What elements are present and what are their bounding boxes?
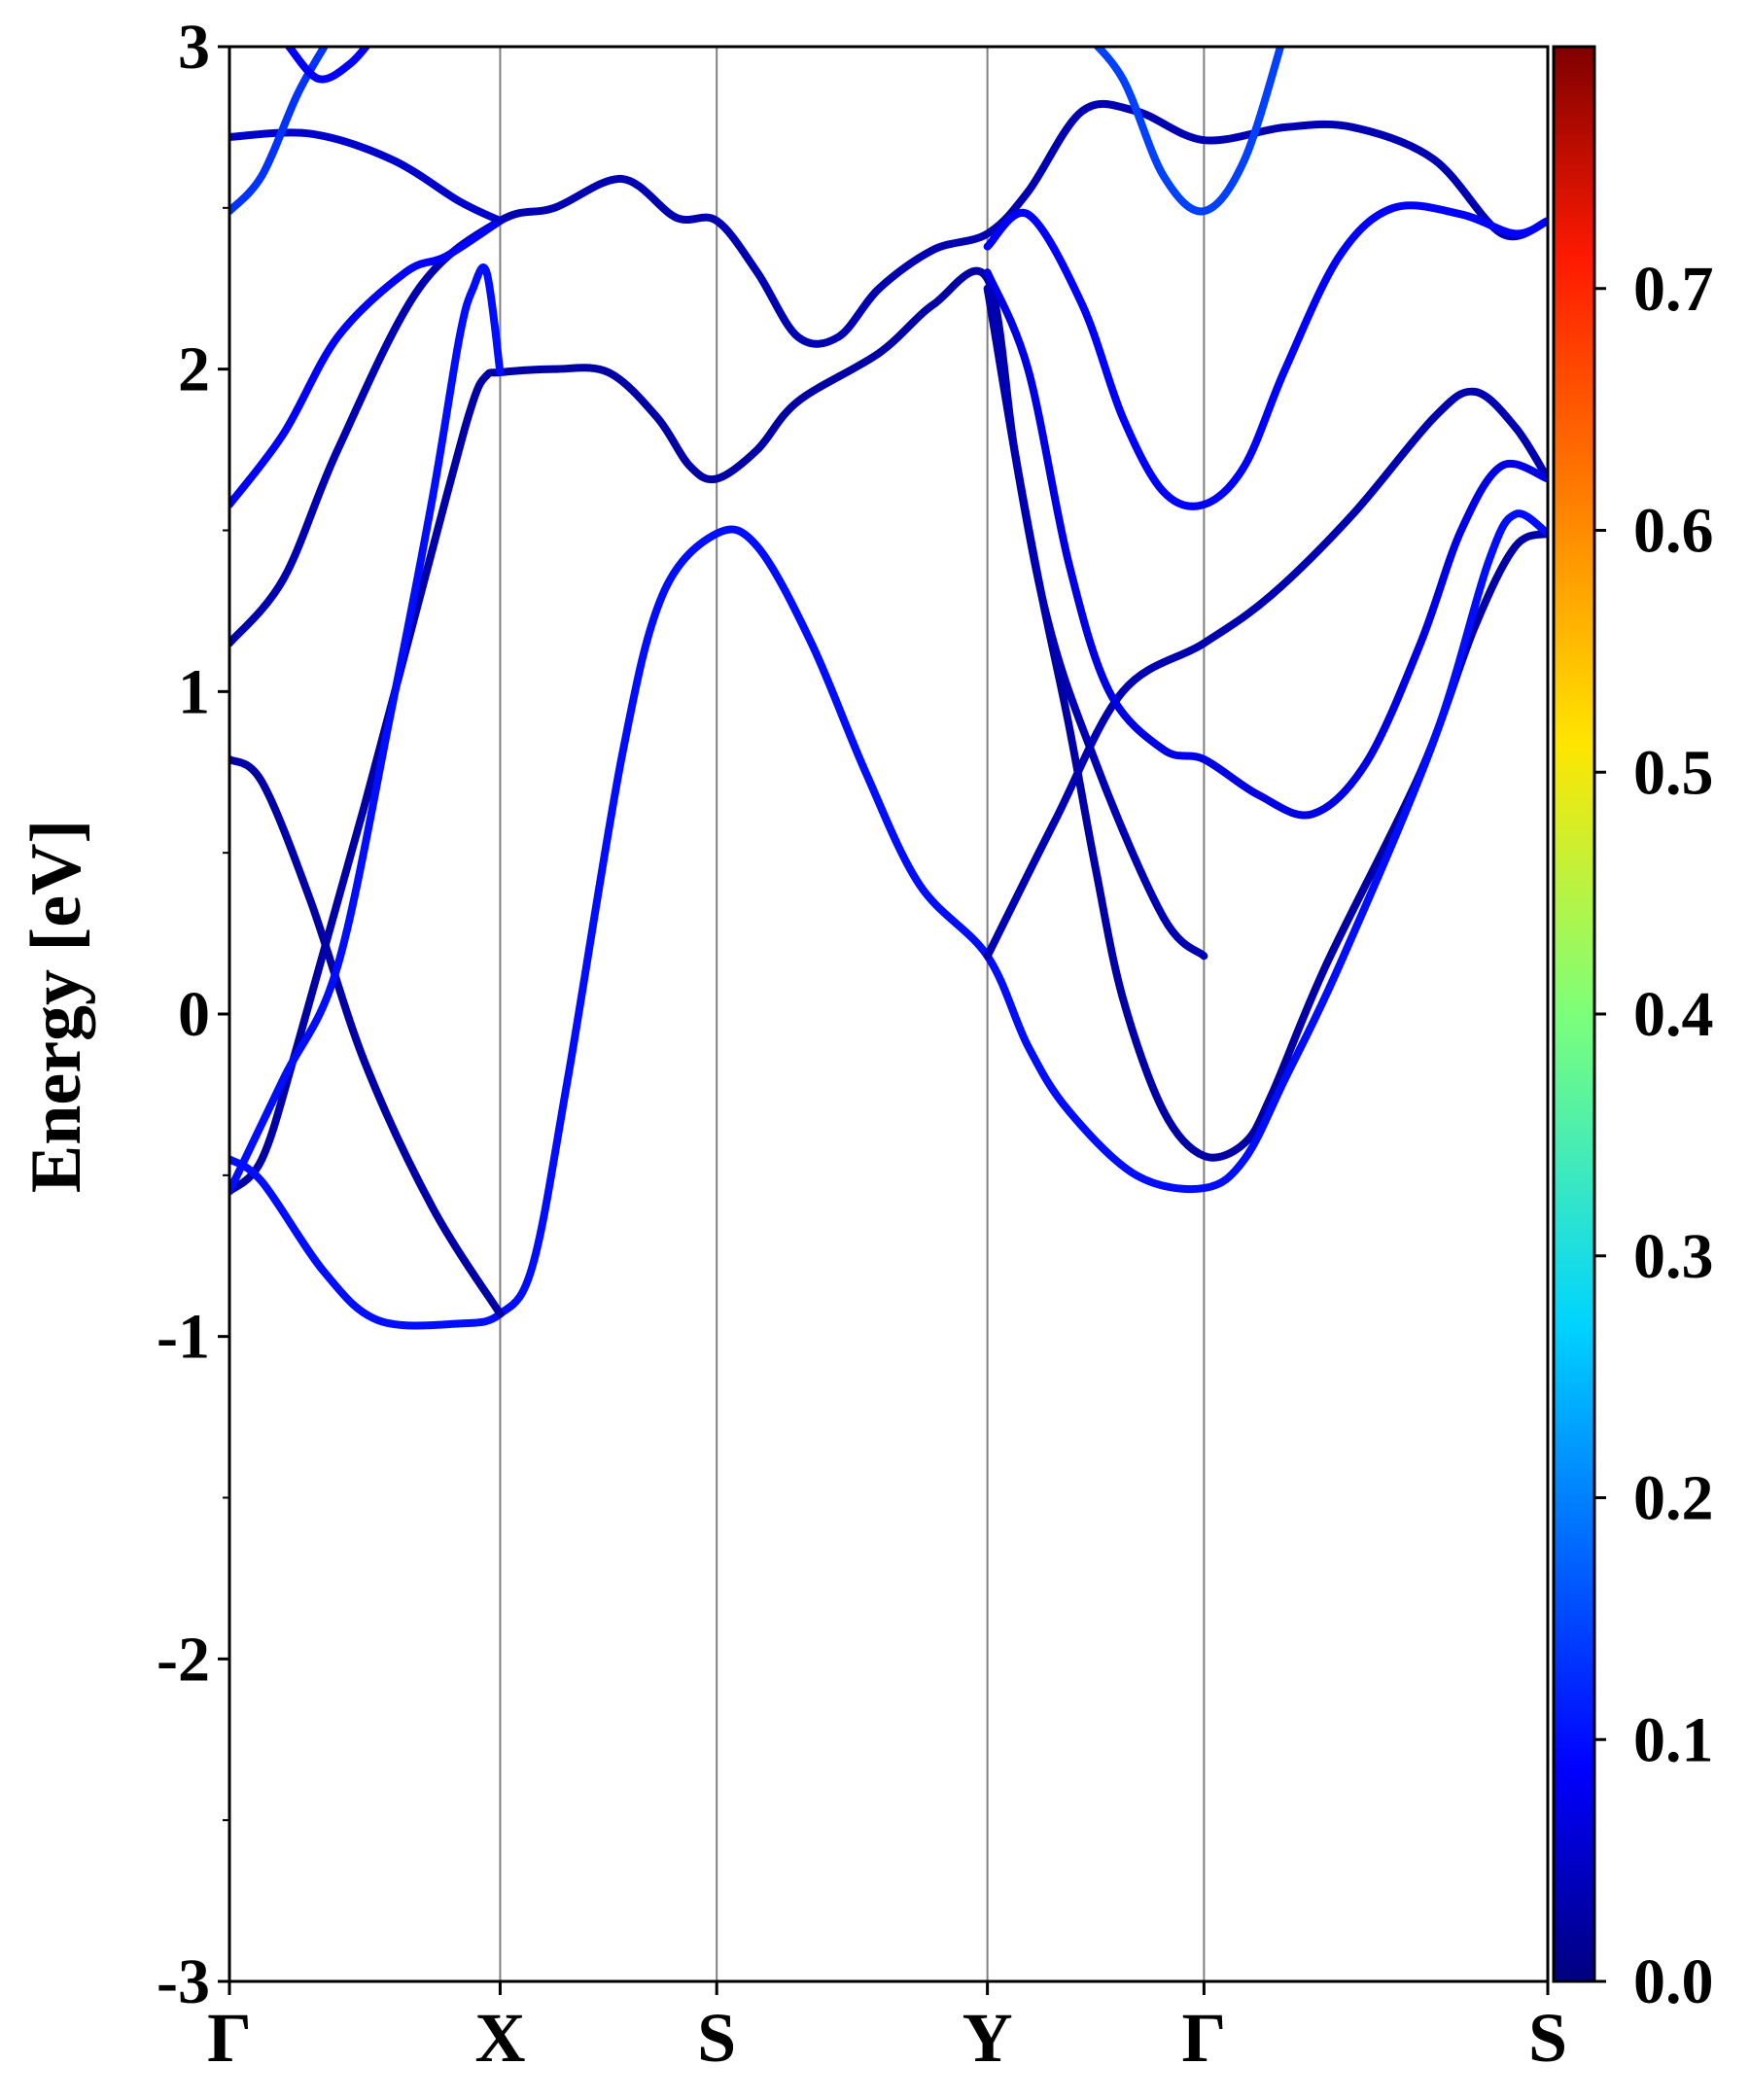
x-tick-label: Γ: [1181, 1999, 1226, 2077]
band-line: [229, 266, 1548, 1196]
y-axis: -3 -2 -1 0 1 2 3: [157, 12, 229, 2017]
colorbar-tick-label: 0.6: [1633, 496, 1714, 567]
y-tick-label: -2: [157, 1624, 210, 1695]
y-tick-label: 0: [178, 979, 210, 1050]
colorbar-tick-label: 0.4: [1633, 979, 1714, 1050]
colorbar-tick-label: 0.5: [1633, 737, 1714, 808]
y-tick-label: -3: [157, 1946, 210, 2017]
bands: [229, 47, 1548, 1330]
kpoint-divider-lines: [499, 47, 1206, 1981]
band-line: [983, 284, 1208, 961]
colorbar-tick-label: 0.0: [1633, 1946, 1714, 2017]
band-line: [1092, 47, 1285, 216]
band-line: [983, 387, 1548, 961]
band-line: [229, 47, 329, 216]
x-tick-label: S: [1528, 1999, 1567, 2077]
colorbar-tick-label: 0.7: [1633, 254, 1714, 325]
band-line: [229, 128, 505, 226]
colorbar-tick-label: 0.1: [1633, 1704, 1714, 1775]
y-tick-label: 1: [178, 656, 210, 727]
y-tick-label: 2: [178, 334, 210, 405]
x-tick-label: S: [697, 1999, 736, 2077]
band-line: [983, 268, 1548, 820]
y-tick-label: 3: [178, 12, 210, 83]
y-axis-title: Energy [eV]: [17, 820, 96, 1193]
band-line: [285, 47, 371, 84]
x-tick-label: Y: [962, 1999, 1013, 2077]
band-line: [229, 263, 505, 1196]
colorbar-ticks: 0.0 0.1 0.2 0.3 0.4 0.5 0.6 0.7: [1594, 254, 1714, 2017]
x-tick-label: Γ: [207, 1999, 252, 2077]
band-line: [983, 201, 1548, 510]
colorbar-tick-label: 0.2: [1633, 1463, 1714, 1534]
x-tick-label: X: [474, 1999, 525, 2077]
band-line: [229, 217, 505, 508]
plot-frame: [228, 45, 1550, 1983]
colorbar-tick-label: 0.3: [1633, 1221, 1714, 1292]
band-line: [229, 99, 1548, 648]
colorbar: [1552, 45, 1596, 1983]
band-line: [229, 754, 505, 1318]
y-tick-label: -1: [157, 1302, 210, 1373]
